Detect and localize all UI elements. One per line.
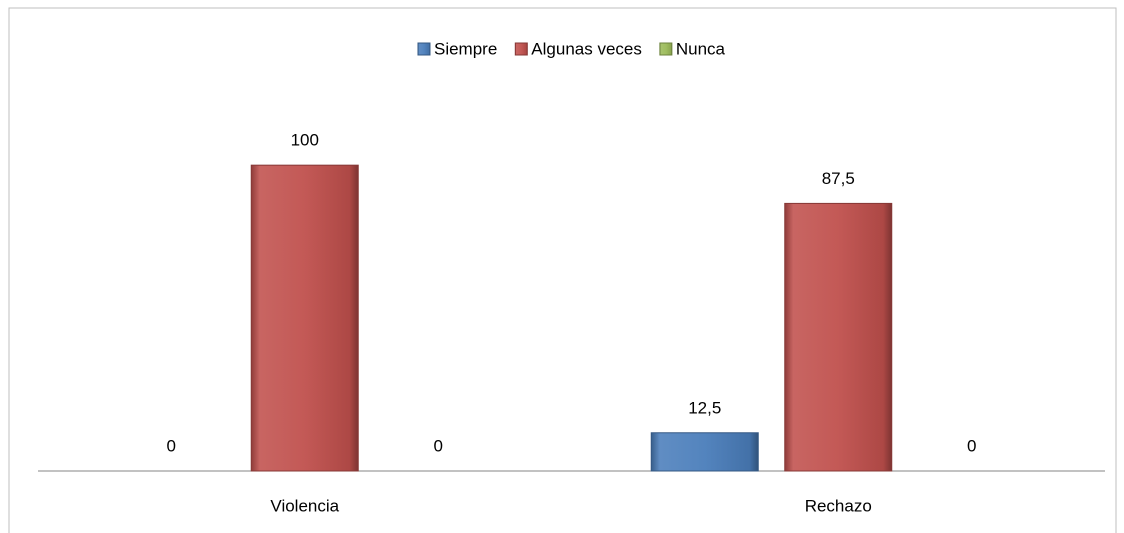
- chart-frame: [8, 7, 1117, 533]
- bar: [650, 432, 759, 472]
- value-label: 100: [291, 131, 319, 150]
- legend-label: Algunas veces: [531, 39, 642, 58]
- legend-swatch: [659, 42, 673, 56]
- value-label: 0: [434, 436, 443, 455]
- legend-label: Nunca: [676, 39, 726, 58]
- value-label: 12,5: [688, 398, 721, 417]
- legend: Siempre Algunas veces Nunca: [417, 39, 726, 58]
- bar: [250, 164, 359, 472]
- legend-label: Siempre: [434, 39, 497, 58]
- value-label: 87,5: [822, 169, 855, 188]
- legend-swatch: [514, 42, 528, 56]
- x-tick-label: Rechazo: [805, 496, 872, 515]
- bar: [784, 202, 893, 472]
- value-label: 0: [967, 436, 976, 455]
- value-label: 0: [167, 436, 176, 455]
- x-tick-label: Violencia: [270, 496, 339, 515]
- legend-swatch: [417, 42, 431, 56]
